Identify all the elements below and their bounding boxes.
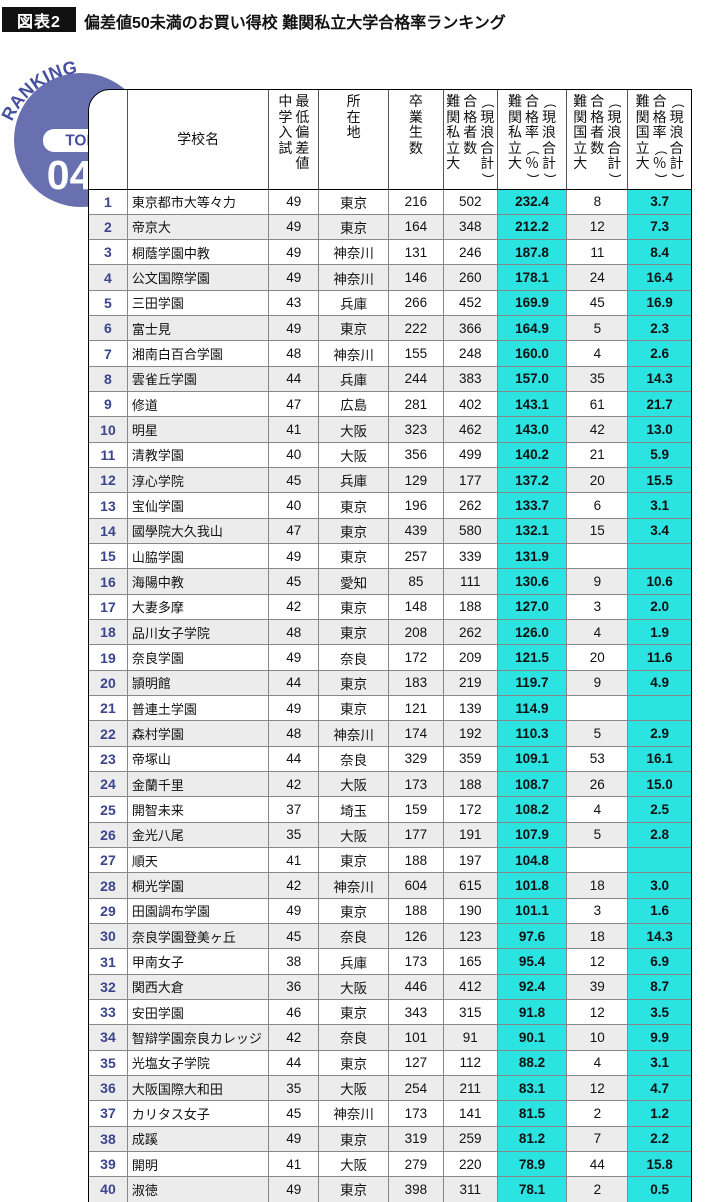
svg-text:RANKING: RANKING (0, 57, 79, 124)
